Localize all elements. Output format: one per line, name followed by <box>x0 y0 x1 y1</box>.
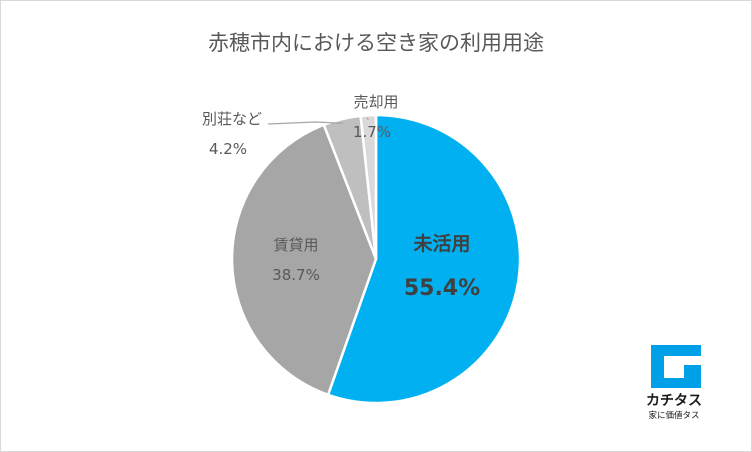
slice-value-villa: 4.2% <box>209 140 247 158</box>
slice-label-villa: 別荘など <box>202 110 262 128</box>
logo-tagline: 家に価値タス <box>648 410 699 421</box>
slice-rental <box>230 123 378 397</box>
slice-label-unused: 未活用 <box>412 232 470 255</box>
leader-line-sale <box>366 117 369 121</box>
pie-slices <box>230 113 522 405</box>
chart-title: 赤穂市内における空き家の利用用途 <box>208 31 544 55</box>
slice-label-rental: 賃貸用 <box>273 236 318 254</box>
katitas-logo: カチタス 家に価値タス <box>646 345 702 421</box>
slice-label-sale: 売却用 <box>353 93 398 111</box>
leader-lines <box>267 117 369 125</box>
logo-name: カチタス <box>646 393 702 409</box>
slice-value-rental: 38.7% <box>272 266 320 284</box>
leader-line-villa <box>267 121 343 125</box>
slice-value-sale: 1.7% <box>353 123 391 141</box>
logo-mark-notch <box>684 356 701 365</box>
slice-sale <box>359 113 378 261</box>
logo-mark-window <box>664 356 684 378</box>
slice-value-unused: 55.4% <box>404 276 480 301</box>
